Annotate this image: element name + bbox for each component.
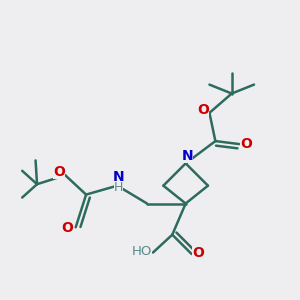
Text: O: O bbox=[240, 137, 252, 151]
Text: O: O bbox=[197, 103, 209, 118]
Text: O: O bbox=[53, 165, 65, 179]
Text: O: O bbox=[192, 245, 204, 260]
Text: O: O bbox=[61, 221, 73, 235]
Text: N: N bbox=[181, 149, 193, 163]
Text: N: N bbox=[113, 170, 124, 184]
Text: HO: HO bbox=[131, 244, 152, 258]
Text: H: H bbox=[114, 181, 124, 194]
